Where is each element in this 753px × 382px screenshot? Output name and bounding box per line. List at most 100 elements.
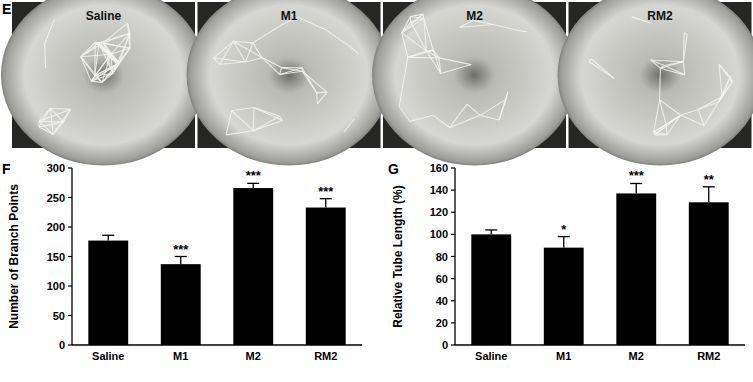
- tube: [253, 43, 262, 58]
- tube: [493, 25, 518, 31]
- tube: [439, 58, 471, 65]
- tube: [683, 35, 687, 62]
- significance: *: [561, 222, 567, 237]
- tube: [719, 65, 730, 77]
- significance: ***: [318, 184, 334, 199]
- tube: [651, 60, 684, 62]
- tube: [91, 63, 119, 81]
- micrograph: M1: [187, 0, 392, 166]
- tube: [654, 100, 660, 132]
- x-axis: [72, 344, 362, 345]
- tube: [50, 108, 53, 134]
- tube: [704, 102, 719, 126]
- tube: [408, 50, 433, 57]
- tube: [402, 22, 411, 33]
- tube: [424, 19, 433, 51]
- bar: [471, 234, 511, 345]
- tube: [316, 93, 318, 104]
- tube: [39, 108, 50, 127]
- tube: [719, 65, 732, 82]
- tube: [660, 100, 681, 115]
- tick-label: 140: [430, 184, 448, 196]
- tube: [91, 81, 102, 82]
- significance: **: [704, 172, 715, 187]
- tube: [667, 115, 681, 135]
- error-stem: [708, 187, 709, 202]
- tube: [655, 115, 681, 135]
- tube: [253, 108, 255, 131]
- tick-label: 50: [53, 310, 65, 322]
- tube: [719, 82, 733, 102]
- tick-label: 200: [47, 221, 65, 233]
- error-stem: [253, 183, 254, 188]
- image-caption: M1: [281, 9, 298, 23]
- tick-label: 300: [47, 162, 65, 174]
- tube: [350, 46, 359, 53]
- tube: [39, 122, 63, 127]
- tube: [245, 43, 252, 62]
- tube: [730, 77, 732, 82]
- tube: [280, 68, 303, 75]
- tube: [719, 77, 731, 102]
- marks: [88, 183, 345, 345]
- error-bar: [247, 183, 259, 188]
- tube: [589, 61, 614, 78]
- tube: [402, 17, 411, 33]
- tube: [262, 58, 280, 75]
- tick-label: 60: [436, 273, 448, 285]
- bar: [306, 208, 346, 345]
- tube: [214, 58, 246, 62]
- error-bar: [175, 257, 187, 265]
- tube: [91, 54, 111, 81]
- tube: [651, 60, 661, 68]
- tube: [698, 102, 718, 109]
- error-stem: [491, 230, 492, 234]
- tube: [519, 31, 527, 32]
- category-label: RM2: [697, 350, 720, 362]
- image-field: [1, 0, 206, 166]
- tube: [427, 51, 439, 58]
- tube: [344, 119, 354, 132]
- error-stem: [108, 235, 109, 240]
- category-label: Saline: [475, 350, 507, 362]
- tube: [81, 43, 99, 57]
- error-bar: [558, 237, 570, 248]
- tube: [232, 108, 254, 111]
- tube: [64, 109, 71, 122]
- category-label: M1: [556, 350, 571, 362]
- micrograph: RM2: [558, 0, 753, 166]
- x-axis: [455, 344, 745, 345]
- error-stem: [563, 237, 564, 248]
- tick-label: 80: [436, 251, 448, 263]
- tick-label: 150: [47, 251, 65, 263]
- category-label: M1: [173, 350, 188, 362]
- micrograph: M2: [372, 0, 577, 166]
- tube: [81, 54, 111, 56]
- tick-label: 20: [436, 317, 448, 329]
- tube: [50, 108, 63, 122]
- tube: [399, 87, 402, 106]
- error-cap: [102, 235, 114, 236]
- tube: [433, 115, 450, 127]
- bar: [616, 193, 656, 345]
- error-bar: [102, 235, 114, 240]
- y-axis: [71, 168, 72, 345]
- chart: FNumber of Branch Points0501001502002503…: [2, 161, 362, 362]
- tube: [659, 68, 661, 100]
- significance: ***: [246, 168, 262, 183]
- tube: [232, 111, 254, 131]
- axis-label: Relative Tube Length (%): [391, 185, 405, 327]
- tick-label: 100: [430, 228, 448, 240]
- bar: [88, 241, 128, 345]
- axis-label: Number of Branch Points: [7, 184, 21, 329]
- tube: [254, 108, 282, 121]
- error-cap: [485, 229, 497, 230]
- tube: [99, 33, 130, 43]
- tube: [684, 33, 687, 35]
- tube: [683, 62, 684, 75]
- tube: [450, 104, 467, 127]
- tube-network: [214, 17, 359, 135]
- tube: [655, 134, 667, 135]
- tube: [326, 30, 349, 46]
- tube: [402, 33, 427, 51]
